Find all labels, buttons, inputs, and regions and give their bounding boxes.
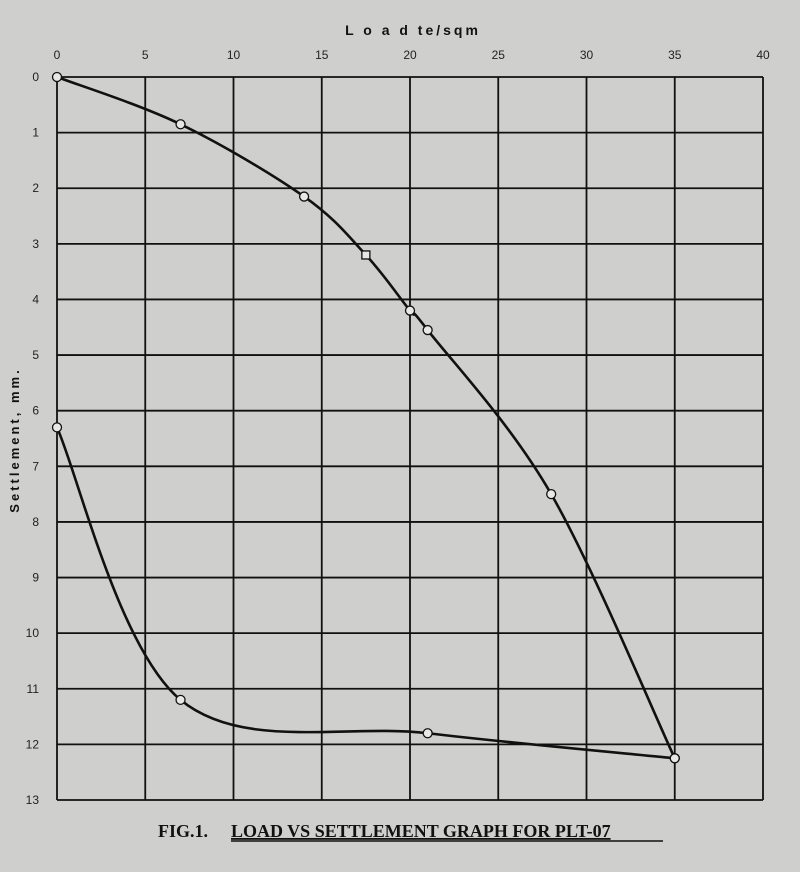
x-tick-label: 15 [315, 48, 329, 62]
y-tick-label: 9 [32, 571, 39, 585]
data-point [298, 191, 310, 202]
data-point [546, 488, 557, 500]
y-tick-label: 2 [32, 181, 39, 195]
x-tick-label: 5 [142, 48, 149, 62]
y-tick-label: 12 [26, 737, 40, 751]
data-point [51, 422, 63, 433]
data-point [669, 753, 680, 764]
unloading-curve [55, 426, 675, 760]
data-point [51, 71, 63, 83]
data-point [422, 728, 433, 739]
y-axis-label: Settlement, mm. [7, 367, 22, 512]
x-tick-label: 40 [756, 48, 770, 62]
y-tick-label: 1 [32, 126, 39, 140]
y-tick-label: 4 [32, 292, 39, 306]
y-tick-label: 6 [32, 404, 39, 418]
x-tick-label: 35 [668, 48, 682, 62]
data-point [175, 119, 186, 130]
x-tick-label: 0 [54, 48, 61, 62]
x-tick-label: 10 [227, 48, 241, 62]
y-tick-label: 13 [26, 793, 40, 807]
y-tick-label: 0 [32, 70, 39, 84]
y-tick-label: 3 [32, 237, 39, 251]
chart-title: LOAD VS SETTLEMENT GRAPH FOR PLT-07 [231, 821, 611, 841]
y-tick-label: 10 [26, 626, 40, 640]
data-point [404, 305, 416, 316]
data-point-square [361, 250, 371, 260]
x-axis-label: L o a d te/sqm [345, 22, 481, 38]
series-group [51, 71, 680, 764]
y-tick-label: 7 [32, 459, 39, 473]
y-tick-label: 8 [32, 515, 39, 529]
data-point [175, 694, 186, 706]
x-tick-label: 30 [580, 48, 594, 62]
data-point [422, 324, 433, 336]
y-tick-label: 5 [32, 348, 39, 362]
x-tick-labels: 0 5 10 15 20 25 30 35 40 [54, 48, 770, 62]
y-tick-label: 11 [27, 682, 40, 696]
figure-number: FIG.1. [158, 821, 208, 841]
x-tick-label: 25 [492, 48, 506, 62]
grid [56, 76, 764, 801]
loading-curve [56, 75, 676, 759]
x-tick-label: 20 [403, 48, 417, 62]
